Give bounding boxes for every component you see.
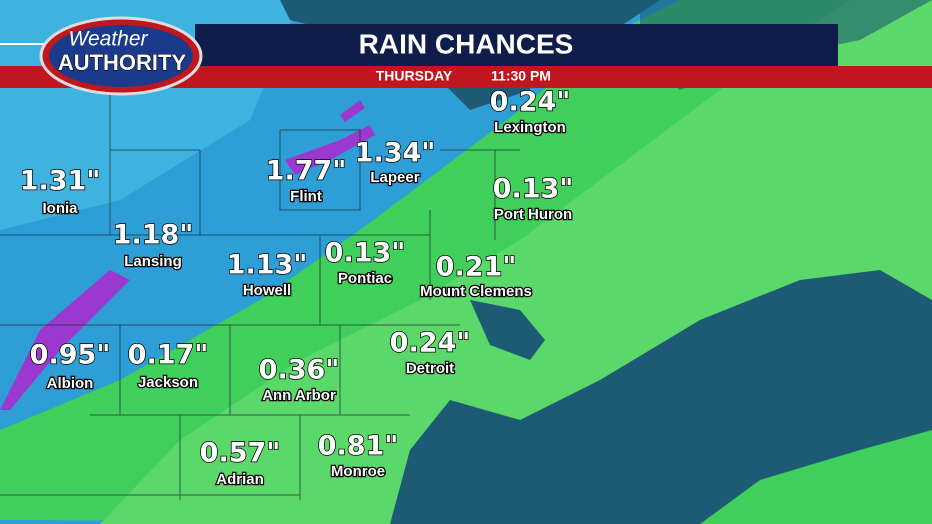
rain-amount: 0.13" [325,238,406,269]
rain-amount: 0.17" [128,340,209,371]
header-red-bar [0,66,932,88]
rain-amount: 0.24" [490,87,571,118]
city-name: Pontiac [338,270,392,287]
heavy-rain [0,270,130,410]
rain-amount: 0.24" [390,328,471,359]
county-lines [0,60,520,500]
city-name: Port Huron [494,206,572,223]
rain-amount: 0.57" [200,438,281,469]
header-time: 11:30 PM [491,68,551,84]
rain-area [700,430,932,524]
heavy-rain [285,125,375,175]
header-day: THURSDAY [376,68,453,84]
city-name: Ann Arbor [262,387,336,404]
rain-amount: 1.31" [20,166,101,197]
logo-line1: Weather [69,28,149,51]
logo-line2: AUTHORITY [58,50,187,75]
heavy-rain [340,100,365,122]
city-name: Lapeer [370,169,419,186]
city-name: Mount Clemens [420,283,532,300]
city-name: Ionia [42,200,78,217]
rain-amount: 1.13" [227,250,308,281]
rain-amount: 0.36" [259,355,340,386]
rain-amount: 1.18" [113,220,194,251]
city-name: Adrian [216,471,264,488]
city-name: Jackson [138,374,198,391]
rain-amount: 0.21" [436,252,517,283]
lake [470,300,545,360]
city-name: Monroe [331,463,385,480]
city-name: Howell [243,282,291,299]
rain-amount: 0.13" [493,174,574,205]
header-title: RAIN CHANCES [359,28,574,59]
city-name: Flint [290,188,322,205]
city-name: Lansing [124,253,182,270]
rain-amount: 1.77" [266,156,347,187]
city-name: Albion [47,375,94,392]
city-name: Detroit [406,360,454,377]
header-title-bar [195,24,838,66]
city-name: Lexington [494,119,566,136]
rain-amount: 1.34" [355,138,436,169]
lake [390,270,932,524]
rain-amount: 0.81" [318,431,399,462]
logo-inner [49,25,193,87]
rain-amount: 0.95" [30,340,111,371]
